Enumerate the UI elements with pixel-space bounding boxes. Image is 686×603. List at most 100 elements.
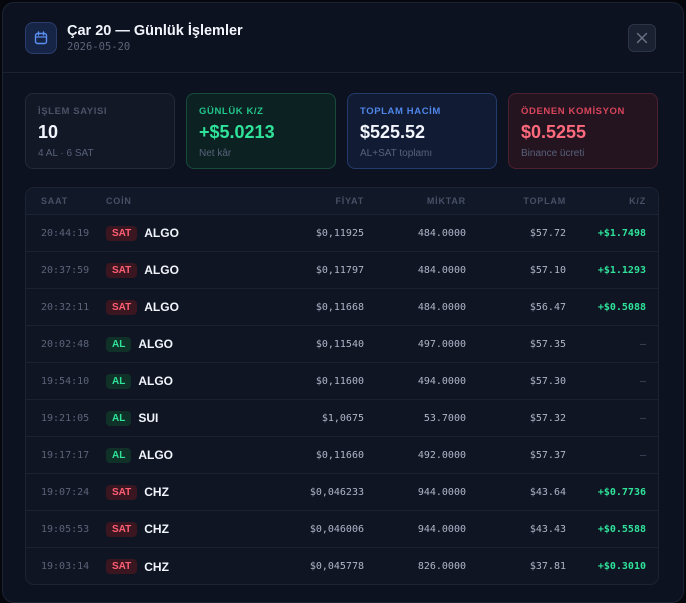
trade-pnl: — — [639, 375, 646, 387]
stat-sub: 4 AL · 6 SAT — [38, 148, 94, 159]
trade-coin-cell: SAT ALGO — [106, 225, 216, 241]
table-row[interactable]: 20:02:48 AL ALGO $0,11540 497.0000 $57.35 — — [26, 326, 658, 363]
column-header-time[interactable]: SAAT — [41, 196, 69, 206]
coin-symbol: ALGO — [138, 374, 174, 388]
stat-sub: Net kâr — [199, 148, 232, 159]
column-header-quantity[interactable]: MİKTAR — [426, 196, 466, 206]
trade-coin-cell: SAT CHZ — [106, 521, 216, 537]
stat-label: TOPLAM HACİM — [360, 106, 441, 117]
trades-table: SAAT COİN FİYAT MİKTAR TOPLAM K/Z 20:44:… — [25, 187, 659, 585]
stat-total-volume: TOPLAM HACİM $525.52 AL+SAT toplamı — [347, 93, 497, 169]
coin-symbol: ALGO — [144, 263, 179, 277]
trade-total: $43.64 — [529, 486, 566, 498]
stat-trade-count: İŞLEM SAYISI 10 4 AL · 6 SAT — [25, 93, 175, 169]
trade-time: 19:03:14 — [41, 561, 90, 572]
trade-price: $0,11668 — [315, 301, 364, 313]
stat-label: ÖDENEN KOMİSYON — [521, 106, 626, 117]
table-row[interactable]: 19:17:17 AL ALGO $0,11660 492.0000 $57.37 — — [26, 437, 658, 474]
side-badge: SAT — [106, 299, 138, 315]
side-badge: AL — [106, 373, 132, 389]
trade-pnl: +$0.5088 — [597, 301, 646, 313]
column-header-price[interactable]: FİYAT — [335, 196, 364, 206]
table-row[interactable]: 20:44:19 SAT ALGO $0,11925 484.0000 $57.72 +$1… — [26, 215, 658, 252]
trade-time: 20:44:19 — [41, 227, 90, 239]
table-header: SAAT COİN FİYAT MİKTAR TOPLAM K/Z — [26, 188, 658, 215]
coin-symbol: CHZ — [144, 559, 169, 574]
side-badge: SAT — [106, 225, 138, 241]
trade-total: $57.72 — [529, 227, 566, 239]
table-row[interactable]: 19:05:53 SAT CHZ $0,046006 944.0000 $43.43 +$0… — [26, 511, 658, 548]
trade-quantity: 492.0000 — [417, 449, 466, 461]
side-badge: AL — [106, 336, 132, 352]
trade-pnl: — — [639, 338, 646, 350]
trade-quantity: 944.0000 — [417, 523, 466, 535]
table-row[interactable]: 19:03:14 SAT CHZ $0,045778 826.0000 $37.81 +$0… — [26, 548, 658, 584]
close-button[interactable] — [628, 24, 656, 52]
trade-coin-cell: AL ALGO — [106, 447, 216, 463]
coin-symbol: SUI — [138, 411, 159, 425]
trade-coin-cell: SAT ALGO — [106, 299, 216, 315]
trade-price: $0,11925 — [315, 227, 364, 239]
trade-quantity: 497.0000 — [417, 338, 466, 350]
coin-symbol: ALGO — [144, 300, 179, 314]
side-badge: SAT — [106, 262, 138, 278]
trade-price: $0,11540 — [315, 338, 364, 350]
column-header-total[interactable]: TOPLAM — [523, 196, 566, 206]
trade-total: $37.81 — [529, 561, 566, 572]
trade-quantity: 484.0000 — [417, 301, 466, 313]
trade-price: $0,11600 — [315, 375, 364, 387]
stat-label: GÜNLÜK K/Z — [199, 106, 264, 117]
table-body: 20:44:19 SAT ALGO $0,11925 484.0000 $57.72 +$1… — [26, 215, 658, 584]
stats-row: İŞLEM SAYISI 10 4 AL · 6 SAT GÜNLÜK K/Z … — [25, 93, 658, 169]
trade-coin-cell: AL ALGO — [106, 336, 216, 352]
column-header-pnl[interactable]: K/Z — [629, 196, 646, 206]
trade-time: 20:37:59 — [41, 264, 90, 276]
trade-total: $43.43 — [529, 523, 566, 535]
trade-quantity: 484.0000 — [417, 264, 466, 276]
column-header-coin[interactable]: COİN — [106, 196, 132, 206]
stat-daily-pnl: GÜNLÜK K/Z +$5.0213 Net kâr — [186, 93, 336, 169]
trade-pnl: — — [639, 449, 646, 461]
trade-time: 20:02:48 — [41, 338, 90, 350]
trade-time: 20:32:11 — [41, 301, 90, 313]
trade-time: 19:54:10 — [41, 375, 90, 387]
trade-price: $0,045778 — [309, 561, 364, 572]
trade-coin-cell: SAT ALGO — [106, 262, 216, 278]
calendar-icon — [25, 21, 57, 54]
trade-coin-cell: AL SUI — [106, 410, 216, 426]
side-badge: AL — [106, 410, 132, 426]
trade-pnl: +$1.7498 — [597, 227, 646, 239]
modal-date: 2026-05-20 — [67, 40, 131, 53]
trade-time: 19:05:53 — [41, 523, 90, 535]
coin-symbol: ALGO — [144, 226, 179, 240]
trade-price: $0,046233 — [309, 486, 364, 498]
stat-sub: Binance ücreti — [521, 148, 585, 159]
coin-symbol: ALGO — [138, 448, 174, 462]
modal-header: Çar 20 — Günlük İşlemler 2026-05-20 — [3, 3, 683, 73]
table-row[interactable]: 19:54:10 AL ALGO $0,11600 494.0000 $57.30 — — [26, 363, 658, 400]
trade-quantity: 484.0000 — [417, 227, 466, 239]
table-row[interactable]: 19:07:24 SAT CHZ $0,046233 944.0000 $43.64 +$0… — [26, 474, 658, 511]
side-badge: SAT — [106, 484, 138, 500]
trade-price: $0,11797 — [315, 264, 364, 276]
stat-value: 10 — [38, 122, 59, 142]
trade-total: $57.32 — [529, 412, 566, 424]
coin-symbol: CHZ — [144, 522, 169, 536]
trade-price: $1,0675 — [321, 412, 364, 424]
side-badge: AL — [106, 447, 132, 463]
trade-quantity: 53.7000 — [423, 412, 466, 424]
stat-sub: AL+SAT toplamı — [360, 148, 433, 159]
stat-value: +$5.0213 — [199, 122, 275, 142]
trade-total: $57.37 — [529, 449, 566, 461]
table-row[interactable]: 20:32:11 SAT ALGO $0,11668 484.0000 $56.47 +$0… — [26, 289, 658, 326]
trade-time: 19:17:17 — [41, 449, 90, 461]
trade-quantity: 494.0000 — [417, 375, 466, 387]
trade-quantity: 944.0000 — [417, 486, 466, 498]
table-row[interactable]: 20:37:59 SAT ALGO $0,11797 484.0000 $57.10 +$1… — [26, 252, 658, 289]
table-row[interactable]: 19:21:05 AL SUI $1,0675 53.7000 $57.32 — — [26, 400, 658, 437]
close-icon — [636, 32, 648, 44]
trade-pnl: +$0.7736 — [597, 486, 646, 498]
trade-total: $56.47 — [529, 301, 566, 313]
trade-coin-cell: SAT CHZ — [106, 484, 216, 500]
